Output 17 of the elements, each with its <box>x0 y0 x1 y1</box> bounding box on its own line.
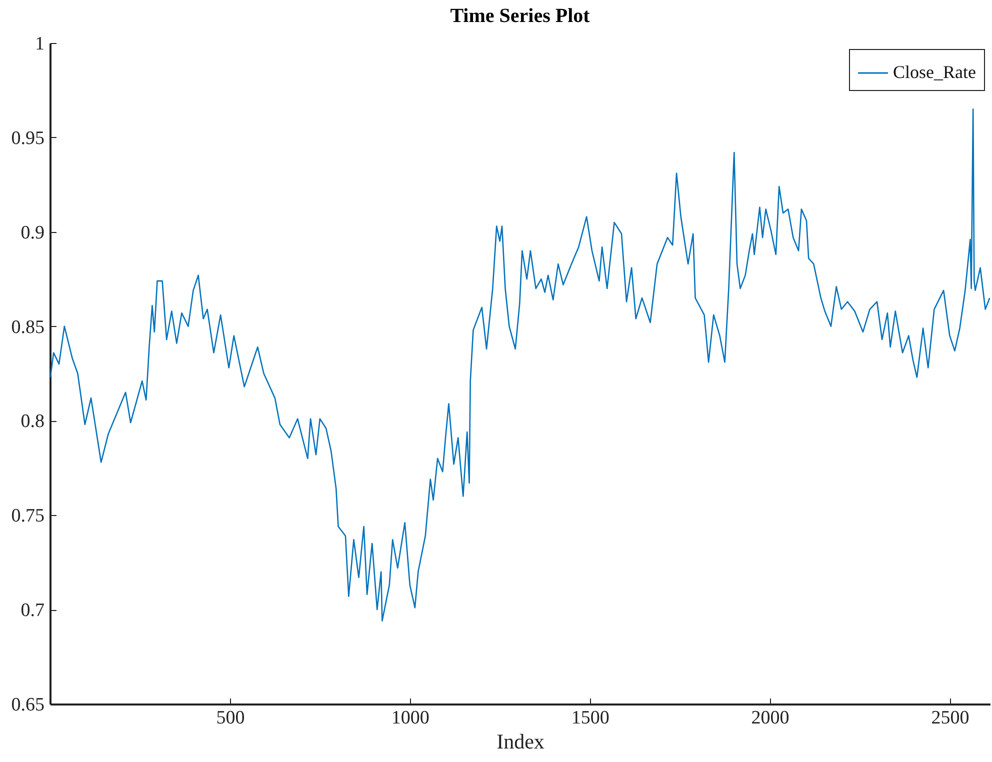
y-tick-label: 0.65 <box>11 694 44 716</box>
legend-label: Close_Rate <box>893 62 976 82</box>
x-axis-title: Index <box>496 730 545 754</box>
y-tick-label: 0.95 <box>11 128 44 149</box>
y-tick-label: 0.75 <box>11 506 44 527</box>
y-tick-label: 0.7 <box>20 600 44 622</box>
x-tick-label: 1500 <box>571 708 610 728</box>
x-tick-label: 500 <box>216 708 245 728</box>
y-tick-label: 0.9 <box>20 222 44 244</box>
y-tick-label: 1 <box>35 34 44 54</box>
x-tick-label: 2000 <box>751 708 790 728</box>
chart-title: Time Series Plot <box>450 5 590 27</box>
line-series <box>50 108 990 622</box>
y-tick-label: 0.85 <box>11 316 44 338</box>
x-tick-label: 2500 <box>931 708 970 728</box>
y-tick-label: 0.8 <box>20 411 44 432</box>
x-tick-label: 1000 <box>391 708 430 728</box>
